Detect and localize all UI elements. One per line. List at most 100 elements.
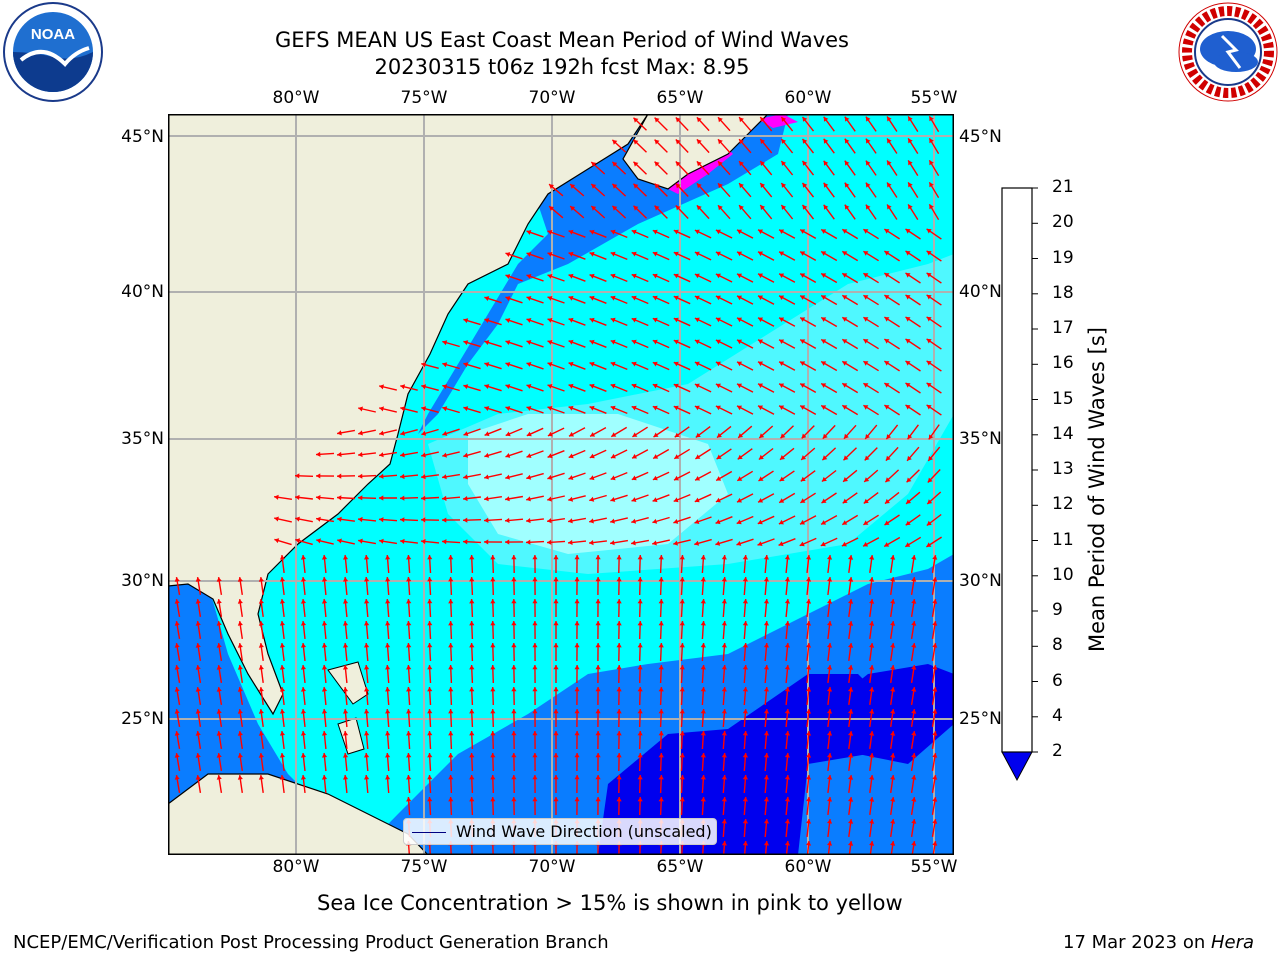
wave-direction-arrow	[427, 642, 433, 662]
wave-direction-arrow	[216, 686, 223, 706]
wave-direction-arrow	[842, 469, 858, 483]
wave-direction-arrow	[905, 491, 921, 505]
wave-direction-arrow	[679, 576, 685, 596]
wave-direction-arrow	[841, 338, 859, 350]
wave-direction-arrow	[806, 643, 812, 661]
wave-direction-arrow	[300, 577, 306, 595]
wave-direction-arrow	[463, 428, 481, 436]
wave-direction-arrow	[399, 495, 419, 501]
wave-direction-arrow	[884, 404, 900, 416]
lat-label-right-25n: 25°N	[959, 709, 1002, 729]
wave-direction-arrow	[784, 730, 790, 750]
wave-direction-arrow	[343, 774, 349, 794]
wave-direction-arrow	[885, 446, 899, 462]
wave-direction-arrow	[427, 752, 433, 772]
wave-direction-arrow	[195, 774, 202, 794]
wave-direction-arrow	[823, 182, 835, 198]
colorbar-tick-label: 20	[1052, 212, 1074, 233]
wave-direction-arrow	[525, 539, 545, 545]
lon-label-top-70w: 70°W	[528, 88, 576, 108]
wave-direction-arrow	[931, 576, 938, 596]
wave-direction-arrow	[778, 361, 796, 371]
wave-direction-arrow	[406, 730, 412, 750]
wave-direction-arrow	[757, 538, 775, 546]
wave-direction-arrow	[848, 841, 854, 855]
wave-direction-arrow	[823, 204, 835, 220]
wave-direction-arrow	[616, 576, 622, 596]
wave-direction-arrow	[611, 205, 627, 219]
wave-direction-arrow	[673, 405, 691, 415]
wave-direction-arrow	[869, 687, 875, 705]
wave-direction-arrow	[427, 620, 433, 640]
wave-direction-arrow	[427, 774, 433, 794]
wave-direction-arrow	[195, 598, 202, 618]
wave-direction-arrow	[820, 382, 838, 394]
wave-direction-arrow	[721, 642, 727, 662]
wave-direction-arrow	[595, 796, 601, 816]
wave-direction-arrow	[926, 250, 942, 262]
map-frame	[168, 114, 954, 855]
wave-direction-arrow	[400, 384, 418, 391]
wave-direction-arrow	[574, 730, 580, 750]
wave-direction-arrow	[715, 516, 733, 525]
wave-direction-arrow	[926, 294, 942, 306]
wave-direction-arrow	[174, 576, 181, 596]
wave-direction-arrow	[336, 495, 356, 501]
wave-direction-arrow	[637, 796, 643, 816]
wave-direction-arrow	[526, 318, 544, 326]
wave-direction-arrow	[675, 139, 689, 153]
wave-direction-arrow	[504, 517, 524, 523]
wave-direction-arrow	[907, 138, 919, 154]
wave-direction-arrow	[885, 424, 899, 440]
wave-direction-arrow	[237, 664, 243, 684]
wave-direction-arrow	[679, 620, 685, 640]
noaa-logo-icon: NOAA	[3, 2, 103, 102]
wave-direction-arrow	[526, 296, 544, 304]
wave-direction-arrow	[780, 182, 794, 198]
wave-direction-arrow	[505, 384, 523, 392]
wave-direction-arrow	[400, 538, 418, 544]
wave-direction-arrow	[926, 316, 942, 328]
wave-direction-arrow	[400, 406, 418, 413]
wave-direction-arrow	[553, 621, 559, 639]
wave-direction-arrow	[757, 493, 775, 503]
wave-direction-arrow	[758, 447, 774, 461]
colorbar-tick-label: 2	[1052, 741, 1063, 761]
wave-direction-arrow	[553, 599, 559, 617]
wave-direction-arrow	[865, 138, 877, 154]
wave-direction-arrow	[799, 338, 817, 350]
wave-direction-arrow	[780, 160, 794, 176]
wave-direction-arrow	[763, 576, 769, 596]
wave-direction-arrow	[827, 621, 833, 639]
wave-direction-arrow	[738, 204, 752, 220]
wave-direction-arrow	[633, 161, 647, 175]
wave-direction-arrow	[357, 516, 377, 523]
wave-direction-arrow	[784, 686, 790, 706]
wave-direction-arrow	[490, 598, 496, 618]
lat-label-left-30n: 30°N	[121, 571, 164, 591]
wave-direction-arrow	[637, 554, 643, 574]
wave-direction-arrow	[595, 642, 601, 662]
wave-direction-arrow	[717, 182, 731, 198]
wave-direction-arrow	[801, 138, 815, 154]
wave-direction-arrow	[637, 708, 643, 728]
colorbar-tick-label: 6	[1052, 670, 1063, 691]
wave-direction-arrow	[865, 160, 877, 176]
wave-direction-arrow	[633, 139, 647, 153]
wave-direction-arrow	[910, 576, 917, 596]
wave-direction-arrow	[673, 229, 691, 239]
wave-direction-arrow	[721, 576, 727, 596]
wave-direction-arrow	[658, 686, 664, 706]
wave-direction-arrow	[823, 116, 835, 132]
wave-direction-arrow	[547, 340, 565, 348]
wave-direction-arrow	[716, 448, 732, 460]
wave-direction-arrow	[237, 752, 243, 772]
colorbar-tick-label: 18	[1052, 282, 1074, 303]
wave-direction-arrow	[721, 796, 727, 816]
wave-direction-arrow	[673, 251, 691, 261]
wave-direction-arrow	[589, 295, 607, 304]
wave-direction-arrow	[195, 708, 202, 728]
wave-direction-arrow	[216, 774, 223, 794]
wave-direction-arrow	[673, 448, 691, 460]
wave-direction-arrow	[757, 251, 775, 261]
